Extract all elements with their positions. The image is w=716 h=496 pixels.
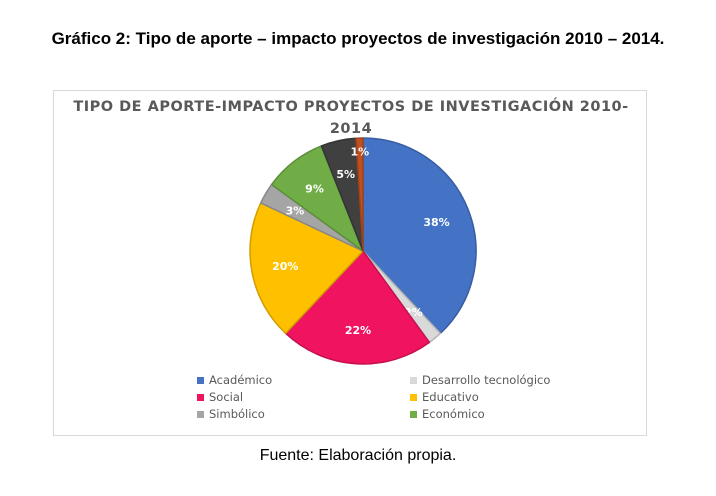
pie-slice-académico xyxy=(362,137,477,335)
legend-swatch xyxy=(410,376,417,384)
data-label: 38% xyxy=(423,216,449,229)
legend-swatch xyxy=(197,376,204,384)
pie-slice-unlabeled-7 xyxy=(355,137,364,252)
legend-label: Simbólico xyxy=(209,407,265,421)
pie-slice-educativo xyxy=(249,202,364,335)
legend-label: Académico xyxy=(209,373,273,387)
data-label: 5% xyxy=(336,168,355,181)
figure-title: Gráfico 2: Tipo de aporte – impacto proy… xyxy=(51,29,665,48)
legend-swatch xyxy=(410,410,417,418)
pie-slice-social xyxy=(284,250,431,365)
data-label: 20% xyxy=(272,260,298,273)
data-label: 1% xyxy=(351,146,370,159)
legend-item: Simbólico xyxy=(197,407,265,421)
chart-legend: Académico Desarrollo tecnológico Social Edu… xyxy=(54,373,648,433)
legend-item: Educativo xyxy=(410,390,479,404)
legend-swatch xyxy=(197,393,204,401)
pie-chart: 38%2%22%20%3%9%5%1% xyxy=(249,137,477,365)
figure-source: Fuente: Elaboración propia. xyxy=(259,447,457,464)
legend-label: Social xyxy=(209,390,244,404)
legend-swatch xyxy=(410,393,417,401)
data-label: 3% xyxy=(286,205,305,218)
legend-label: Económico xyxy=(422,407,485,421)
legend-item: Social xyxy=(197,390,243,404)
data-label: 22% xyxy=(345,324,371,337)
legend-item: Académico xyxy=(197,373,272,387)
legend-item: Desarrollo tecnológico xyxy=(410,373,550,387)
data-label: 9% xyxy=(305,182,324,195)
legend-label: Educativo xyxy=(422,390,479,404)
chart-area: 38% 2% 22% 20% 3% 9% 5% 1% TIPO DE APORTE-IMPAC… xyxy=(53,90,647,436)
legend-item: Económico xyxy=(410,407,485,421)
chart-title: TIPO DE APORTE-IMPACTO PROYECTOS DE INVE… xyxy=(73,99,629,137)
legend-swatch xyxy=(197,410,204,418)
legend-label: Desarrollo tecnológico xyxy=(422,373,551,387)
